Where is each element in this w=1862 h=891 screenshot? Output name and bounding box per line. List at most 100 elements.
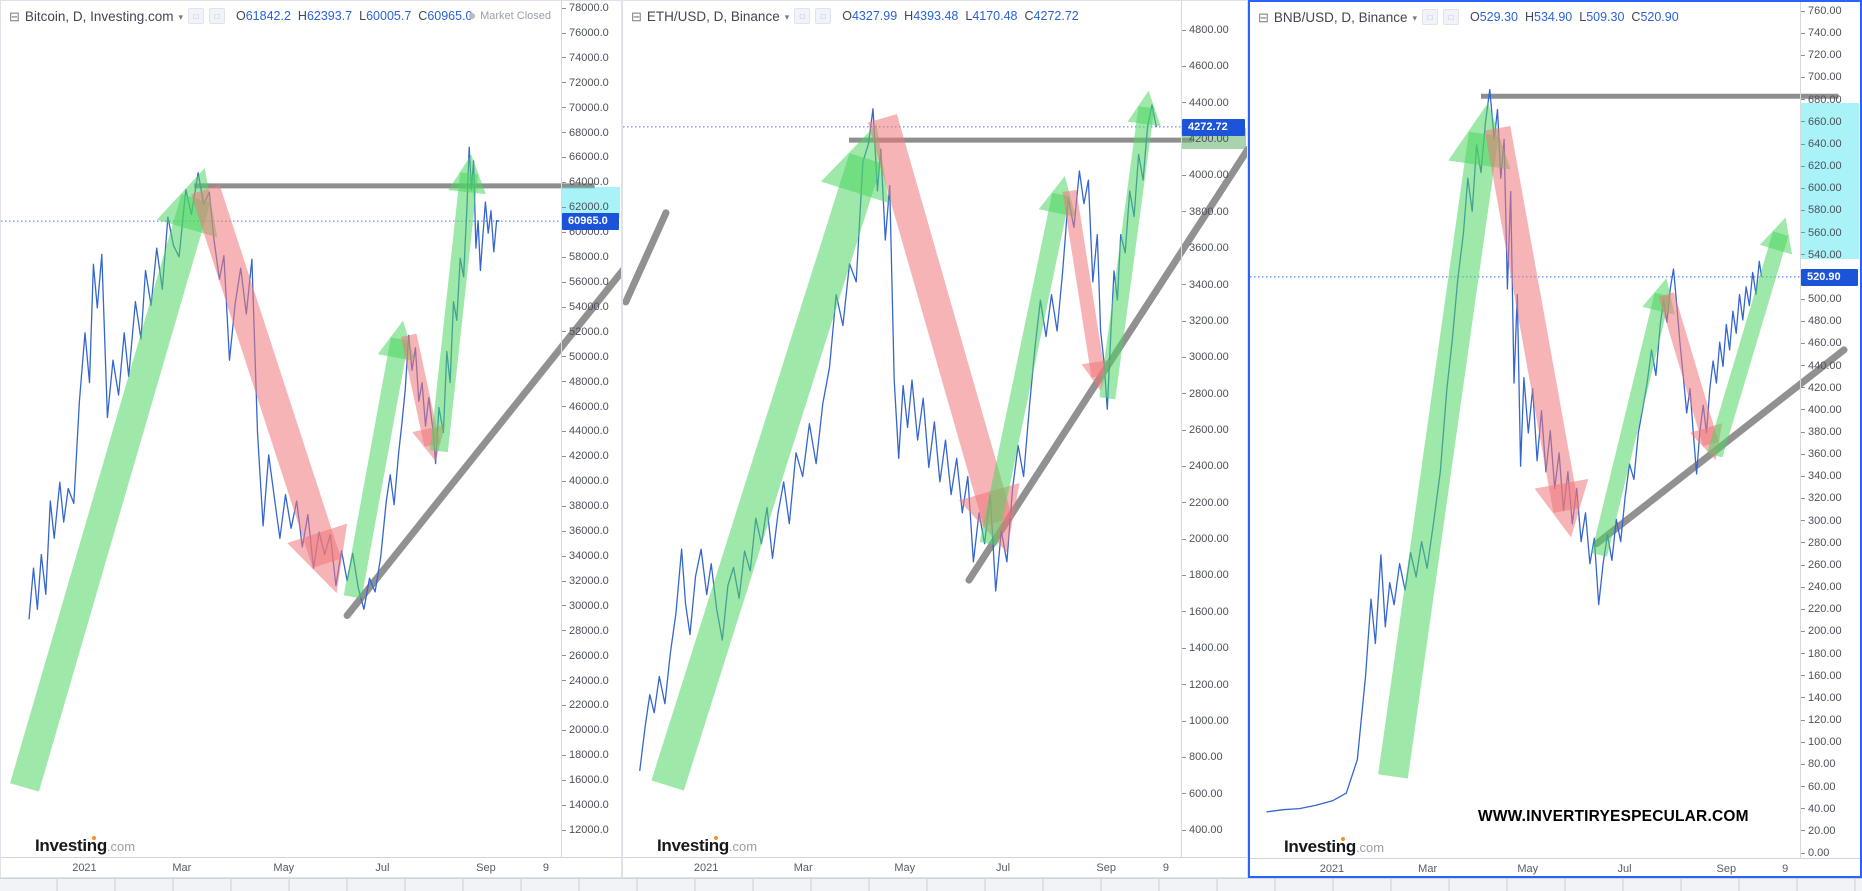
price-axis-label[interactable]: 660.00 [1801, 116, 1842, 128]
price-axis-label[interactable]: 20.00 [1801, 825, 1836, 837]
price-axis-label[interactable]: 620.00 [1801, 160, 1842, 172]
price-axis-label[interactable]: 220.00 [1801, 603, 1842, 615]
price-axis-label[interactable]: 2000.00 [1182, 533, 1229, 545]
chevron-down-icon[interactable]: ▾ [1412, 12, 1417, 23]
legend-quick-button-2[interactable]: □ [1443, 9, 1459, 25]
chart-canvas[interactable] [1, 1, 621, 859]
price-axis-label[interactable]: 160.00 [1801, 670, 1842, 682]
time-axis[interactable]: 2021 Mar May Jul Sep 9 [623, 857, 1247, 877]
price-axis-label[interactable]: 44000.0 [562, 425, 609, 437]
trend-arrow-up[interactable] [979, 176, 1076, 546]
price-axis-label[interactable]: 320.00 [1801, 492, 1842, 504]
price-axis-label[interactable]: 2800.00 [1182, 388, 1229, 400]
chart-pane-bitcoin[interactable]: ⊟ Bitcoin, D, Investing.com ▾ □ □ O61842… [0, 0, 622, 878]
trend-arrow-up[interactable] [1591, 278, 1675, 557]
price-axis-label[interactable]: 76000.0 [562, 27, 609, 39]
price-axis-label[interactable]: 52000.0 [562, 326, 609, 338]
price-axis-label[interactable]: 68000.0 [562, 127, 609, 139]
price-axis-label[interactable]: 800.00 [1182, 751, 1223, 763]
price-axis-label[interactable]: 680.00 [1801, 94, 1842, 106]
price-axis-label[interactable]: 74000.0 [562, 52, 609, 64]
price-axis-label[interactable]: 58000.0 [562, 251, 609, 263]
price-axis-label[interactable]: 540.00 [1801, 249, 1842, 261]
price-axis-label[interactable]: 32000.0 [562, 575, 609, 587]
price-axis-label[interactable]: 3000.00 [1182, 351, 1229, 363]
price-axis-label[interactable]: 380.00 [1801, 426, 1842, 438]
price-axis-label[interactable]: 40000.0 [562, 475, 609, 487]
price-axis-label[interactable]: 20000.0 [562, 724, 609, 736]
price-axis-label[interactable]: 70000.0 [562, 102, 609, 114]
price-axis-label[interactable]: 260.00 [1801, 559, 1842, 571]
price-axis-label[interactable]: 64000.0 [562, 176, 609, 188]
price-axis-label[interactable]: 3800.00 [1182, 206, 1229, 218]
price-axis-label[interactable]: 600.00 [1182, 788, 1223, 800]
trend-arrow-up[interactable] [1707, 217, 1793, 458]
price-axis-label[interactable]: 1800.00 [1182, 569, 1229, 581]
price-axis-label[interactable]: 0.00 [1801, 847, 1829, 859]
price-axis-label[interactable]: 12000.0 [562, 824, 609, 836]
price-axis-label[interactable]: 80.00 [1801, 758, 1836, 770]
trend-arrow-down[interactable] [1658, 292, 1723, 461]
price-axis-label[interactable]: 38000.0 [562, 500, 609, 512]
chart-canvas[interactable] [623, 1, 1247, 859]
price-axis-label[interactable]: 4800.00 [1182, 24, 1229, 36]
price-axis-label[interactable]: 2400.00 [1182, 460, 1229, 472]
price-axis-label[interactable]: 66000.0 [562, 151, 609, 163]
price-axis-label[interactable]: 3400.00 [1182, 279, 1229, 291]
price-axis-label[interactable]: 240.00 [1801, 581, 1842, 593]
chevron-down-icon[interactable]: ▾ [178, 11, 183, 22]
legend-quick-button-2[interactable]: □ [815, 8, 832, 24]
price-axis-label[interactable]: 440.00 [1801, 360, 1842, 372]
trend-arrow-up[interactable] [1378, 102, 1511, 779]
trend-arrow-down[interactable] [868, 114, 1020, 553]
price-axis-label[interactable]: 48000.0 [562, 376, 609, 388]
collapse-icon[interactable]: ⊟ [9, 8, 20, 24]
price-axis-label[interactable]: 34000.0 [562, 550, 609, 562]
price-axis-label[interactable]: 50000.0 [562, 351, 609, 363]
price-axis-label[interactable]: 78000.0 [562, 2, 609, 14]
price-axis-label[interactable]: 640.00 [1801, 138, 1842, 150]
price-axis-label[interactable]: 1600.00 [1182, 606, 1229, 618]
trend-arrow-up[interactable] [651, 124, 890, 791]
price-axis-label[interactable]: 300.00 [1801, 515, 1842, 527]
trend-line[interactable] [343, 215, 621, 620]
price-axis-label[interactable]: 200.00 [1801, 625, 1842, 637]
price-axis-label[interactable]: 40.00 [1801, 803, 1836, 815]
price-axis-label[interactable]: 100.00 [1801, 736, 1842, 748]
legend-quick-button-1[interactable]: □ [188, 8, 204, 24]
chart-canvas[interactable] [1250, 2, 1860, 860]
trend-line[interactable] [623, 209, 670, 306]
price-axis-label[interactable]: 16000.0 [562, 774, 609, 786]
price-axis-label[interactable]: 72000.0 [562, 77, 609, 89]
price-axis-label[interactable]: 280.00 [1801, 537, 1842, 549]
price-axis-label[interactable]: 340.00 [1801, 470, 1842, 482]
collapse-icon[interactable]: ⊟ [631, 8, 642, 24]
trend-arrow-up[interactable] [429, 154, 486, 453]
price-axis-label[interactable]: 62000.0 [562, 201, 609, 213]
price-axis-label[interactable]: 480.00 [1801, 315, 1842, 327]
price-axis-label[interactable]: 560.00 [1801, 227, 1842, 239]
price-axis-label[interactable]: 24000.0 [562, 675, 609, 687]
price-axis-label[interactable]: 4000.00 [1182, 169, 1229, 181]
chart-pane-ethusd[interactable]: ⊟ ETH/USD, D, Binance ▾ □ □ O4327.99 H43… [622, 0, 1248, 878]
trend-arrow-up[interactable] [10, 168, 218, 792]
symbol-title[interactable]: BNB/USD, D, Binance [1273, 9, 1408, 25]
trend-arrow-down[interactable] [191, 184, 348, 594]
price-axis-label[interactable]: 3200.00 [1182, 315, 1229, 327]
price-axis-label[interactable]: 22000.0 [562, 699, 609, 711]
trend-arrow-up[interactable] [343, 320, 415, 599]
time-axis[interactable]: 2021 Mar May Jul Sep 9 [1250, 858, 1860, 876]
price-axis-label[interactable]: 600.00 [1801, 182, 1842, 194]
price-axis-label[interactable]: 54000.0 [562, 301, 609, 313]
price-axis-label[interactable]: 4200.00 [1182, 133, 1229, 145]
price-axis-label[interactable]: 420.00 [1801, 382, 1842, 394]
price-axis-label[interactable]: 60.00 [1801, 781, 1836, 793]
price-axis-label[interactable]: 1400.00 [1182, 642, 1229, 654]
price-axis-label[interactable]: 56000.0 [562, 276, 609, 288]
price-axis-label[interactable]: 42000.0 [562, 450, 609, 462]
price-axis-label[interactable]: 760.00 [1801, 5, 1842, 17]
price-axis-label[interactable]: 500.00 [1801, 293, 1842, 305]
legend-quick-button-1[interactable]: □ [794, 8, 811, 24]
symbol-title[interactable]: ETH/USD, D, Binance [646, 8, 780, 24]
price-axis-label[interactable]: 4400.00 [1182, 97, 1229, 109]
